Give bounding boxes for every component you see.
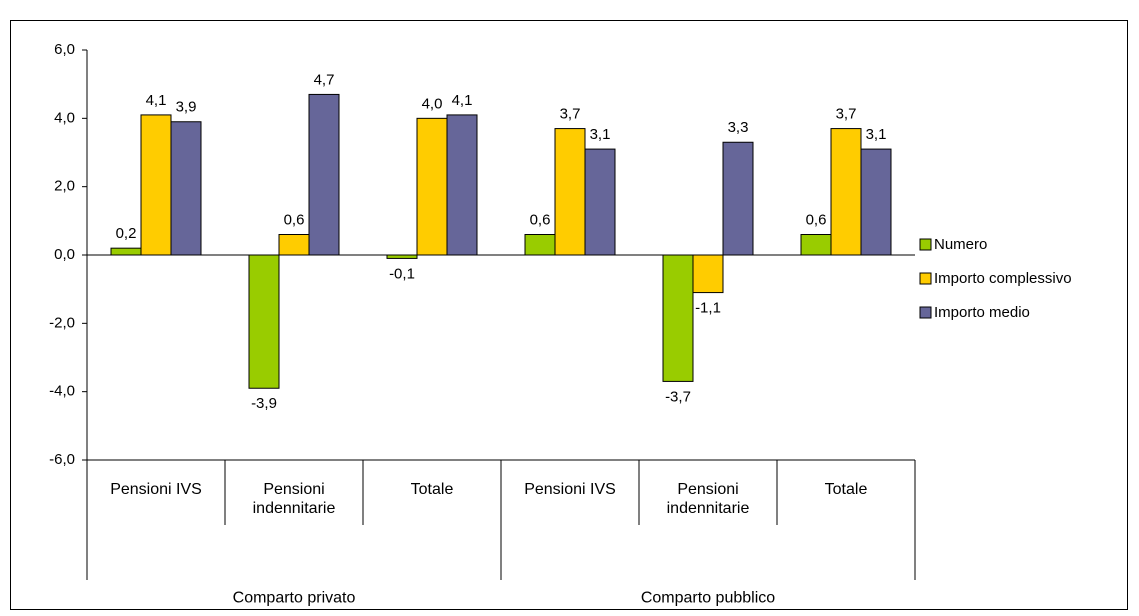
bar <box>584 148 616 256</box>
bar <box>554 128 586 256</box>
value-label: 3,1 <box>866 126 887 143</box>
x-tick-label: Totale <box>410 481 454 498</box>
x-tick-label: Pensioni IVS <box>110 481 202 498</box>
legend-swatch <box>919 238 932 251</box>
value-label: 4,1 <box>146 92 167 109</box>
y-tick-label: -4,0 <box>49 383 75 400</box>
value-label: 0,6 <box>530 211 551 228</box>
x-tick-label: Pensioni indennitarie <box>666 481 750 517</box>
x-tick-label: Pensioni indennitarie <box>252 481 336 517</box>
bar <box>722 141 754 256</box>
bar <box>830 128 862 256</box>
value-label: 4,7 <box>314 71 335 88</box>
bar <box>662 254 694 382</box>
y-tick-label: 6,0 <box>54 41 75 58</box>
y-tick-label: -6,0 <box>49 451 75 468</box>
value-label: 3,7 <box>560 106 581 123</box>
y-tick-label: -2,0 <box>49 314 75 331</box>
y-tick-label: 0,0 <box>54 246 75 263</box>
y-tick-label: 2,0 <box>54 178 75 195</box>
value-label: -3,7 <box>665 388 691 405</box>
value-label: 3,9 <box>176 99 197 116</box>
legend-label: Numero <box>934 236 987 253</box>
value-label: 0,6 <box>284 211 305 228</box>
value-label: 4,1 <box>452 92 473 109</box>
bar <box>278 234 310 256</box>
bar <box>524 234 556 256</box>
chart-border <box>10 20 1128 610</box>
group-label: Comparto privato <box>232 589 356 607</box>
legend-swatch <box>919 306 932 319</box>
value-label: -0,1 <box>389 265 415 282</box>
bar <box>692 254 724 294</box>
value-label: 3,7 <box>836 106 857 123</box>
value-label: 3,1 <box>590 126 611 143</box>
bar <box>140 114 172 256</box>
value-label: 0,6 <box>806 211 827 228</box>
legend-label: Importo medio <box>934 304 1030 321</box>
bar <box>446 114 478 256</box>
group-label: Comparto pubblico <box>640 589 776 607</box>
bar <box>860 148 892 256</box>
bar <box>386 254 418 259</box>
bar <box>248 254 280 389</box>
value-label: -1,1 <box>695 300 721 317</box>
legend-label: Importo complessivo <box>934 270 1072 287</box>
bar <box>170 121 202 256</box>
value-label: 0,2 <box>116 225 137 242</box>
value-label: -3,9 <box>251 395 277 412</box>
bar <box>308 93 340 256</box>
bar <box>110 247 142 256</box>
value-label: 3,3 <box>728 119 749 136</box>
x-tick-label: Pensioni IVS <box>524 481 616 498</box>
value-label: 4,0 <box>422 95 443 112</box>
x-tick-label: Totale <box>824 481 868 498</box>
y-tick-label: 4,0 <box>54 109 75 126</box>
legend-swatch <box>919 272 932 285</box>
bar <box>800 234 832 256</box>
bar <box>416 117 448 256</box>
